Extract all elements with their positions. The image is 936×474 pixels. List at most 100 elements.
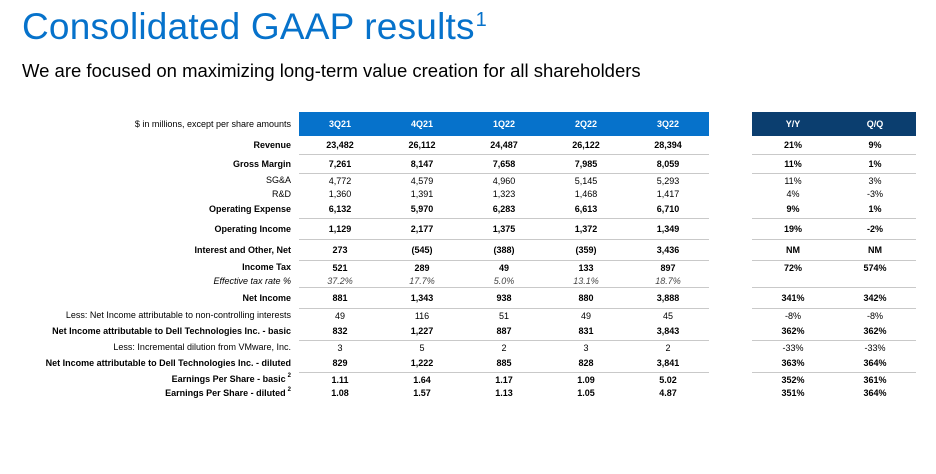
- cell-1q22: 51: [498, 310, 509, 321]
- table-row-op-income: Operating Income 1,129 2,177 1,375 1,372 1,34…: [0, 218, 916, 240]
- cell-2q22: 49: [580, 310, 591, 321]
- table-row-revenue: Revenue 23,482 26,112 24,487 26,122 28,394 21%…: [0, 136, 916, 155]
- table-row-eps-basic: Earnings Per Share - basic 2 1.11 1.64 1.17 1…: [0, 373, 916, 387]
- cell-3q21: 1.08: [331, 387, 349, 398]
- cell-qoq: -8%: [866, 310, 883, 321]
- row-label: Effective tax rate %: [213, 275, 291, 286]
- cell-yoy: 72%: [783, 262, 802, 273]
- cell-1q22: (388): [463, 239, 545, 261]
- cell-qoq: [834, 274, 916, 288]
- cell-3q21: 1.11: [331, 374, 349, 385]
- table-row-ni-basic: Net Income attributable to Dell Technolo…: [0, 322, 916, 341]
- cell-1q22: 7,658: [463, 154, 545, 174]
- cell-4q21: 116: [414, 310, 430, 321]
- row-label: Net Income: [242, 293, 291, 303]
- cell-qoq: 9%: [834, 136, 916, 155]
- cell-3q22: 18.7%: [627, 274, 709, 288]
- column-spacer: [709, 219, 752, 240]
- column-spacer: [709, 200, 752, 219]
- cell-3q21: 3: [337, 342, 343, 353]
- cell-3q21: 7,261: [299, 154, 381, 174]
- cell-qoq: 574%: [863, 262, 887, 273]
- gaap-results-table: $ in millions, except per share amounts 3…: [0, 112, 916, 399]
- cell-qoq: -2%: [834, 218, 916, 240]
- row-label: Less: Incremental dilution from VMware, …: [113, 342, 291, 353]
- cell-3q21: 6,132: [299, 200, 381, 219]
- table-row-ni-diluted: Net Income attributable to Dell Technolo…: [0, 354, 916, 373]
- row-label: Less: Net Income attributable to non-con…: [65, 310, 291, 321]
- cell-3q22: 3,888: [627, 287, 709, 309]
- footnote-marker: 2: [287, 373, 291, 380]
- cell-yoy: -33%: [782, 342, 804, 353]
- cell-2q22: 828: [545, 354, 627, 373]
- column-spacer: [709, 112, 752, 136]
- table-row-vmw: Less: Incremental dilution from VMware, …: [0, 341, 916, 355]
- cell-4q21: 8,147: [381, 154, 463, 174]
- cell-2q22: 1.05: [577, 387, 595, 398]
- table-row-eps-diluted: Earnings Per Share - diluted 2 1.08 1.57 1.1…: [0, 386, 916, 399]
- cell-yoy: 351%: [781, 387, 805, 398]
- cell-yoy: 341%: [752, 287, 834, 309]
- cell-3q21: 1,360: [328, 188, 352, 199]
- cell-yoy: 19%: [752, 218, 834, 240]
- cell-3q22: 5,293: [656, 175, 680, 186]
- cell-2q22: 831: [545, 322, 627, 341]
- cell-3q22: 8,059: [627, 154, 709, 174]
- cell-3q21: 521: [332, 262, 348, 273]
- cell-3q21: 881: [299, 287, 381, 309]
- column-spacer: [709, 136, 752, 155]
- change-header-qoq: Q/Q: [834, 112, 916, 136]
- cell-2q22: 26,122: [545, 136, 627, 155]
- cell-yoy: 11%: [752, 154, 834, 174]
- cell-3q21: 37.2%: [299, 274, 381, 288]
- cell-3q22: 6,710: [627, 200, 709, 219]
- cell-1q22: 24,487: [463, 136, 545, 155]
- units-label: $ in millions, except per share amounts: [134, 119, 291, 129]
- cell-qoq: 1%: [834, 154, 916, 174]
- cell-2q22: 1.09: [577, 374, 595, 385]
- quarter-header-4q21: 4Q21: [381, 112, 463, 136]
- cell-2q22: (359): [545, 239, 627, 261]
- cell-3q21: 1,129: [299, 218, 381, 240]
- column-spacer: [709, 155, 752, 174]
- cell-qoq: 3%: [868, 175, 882, 186]
- table-row-eff-tax: Effective tax rate % 37.2% 17.7% 5.0% 13.1% 1…: [0, 274, 916, 288]
- cell-3q21: 273: [299, 239, 381, 261]
- cell-1q22: 1.13: [495, 387, 513, 398]
- cell-1q22: 49: [498, 262, 509, 273]
- column-spacer: [709, 309, 752, 323]
- cell-qoq: 361%: [863, 374, 887, 385]
- cell-2q22: 1,468: [574, 188, 598, 199]
- cell-3q21: 829: [299, 354, 381, 373]
- cell-2q22: 13.1%: [545, 274, 627, 288]
- cell-4q21: 1,343: [381, 287, 463, 309]
- cell-3q22: 3,436: [627, 239, 709, 261]
- cell-4q21: 1,391: [410, 188, 434, 199]
- cell-yoy: 363%: [752, 354, 834, 373]
- cell-qoq: 364%: [834, 354, 916, 373]
- cell-4q21: 2,177: [381, 218, 463, 240]
- cell-4q21: 4,579: [410, 175, 434, 186]
- cell-3q22: 2: [665, 342, 671, 353]
- column-spacer: [709, 341, 752, 355]
- cell-3q21: 23,482: [299, 136, 381, 155]
- cell-2q22: 1,372: [545, 218, 627, 240]
- row-label: Interest and Other, Net: [194, 245, 291, 255]
- row-label: R&D: [271, 188, 291, 199]
- cell-4q21: 1.64: [413, 374, 431, 385]
- cell-1q22: 1,375: [463, 218, 545, 240]
- cell-1q22: 1,323: [492, 188, 516, 199]
- table-header-row: $ in millions, except per share amounts 3…: [0, 112, 916, 136]
- cell-4q21: 289: [414, 262, 430, 273]
- cell-4q21: 1,222: [381, 354, 463, 373]
- cell-1q22: 6,283: [463, 200, 545, 219]
- cell-qoq: 1%: [834, 200, 916, 219]
- cell-4q21: 5: [419, 342, 425, 353]
- table-row-rd: R&D 1,360 1,391 1,323 1,468 1,417 4% -3%: [0, 187, 916, 200]
- cell-3q22: 3,841: [627, 354, 709, 373]
- quarter-header-3q22: 3Q22: [627, 112, 709, 136]
- table-row-interest: Interest and Other, Net 273 (545) (388) (359…: [0, 239, 916, 261]
- cell-qoq: -33%: [864, 342, 886, 353]
- cell-1q22: 1.17: [495, 374, 513, 385]
- quarter-header-2q22: 2Q22: [545, 112, 627, 136]
